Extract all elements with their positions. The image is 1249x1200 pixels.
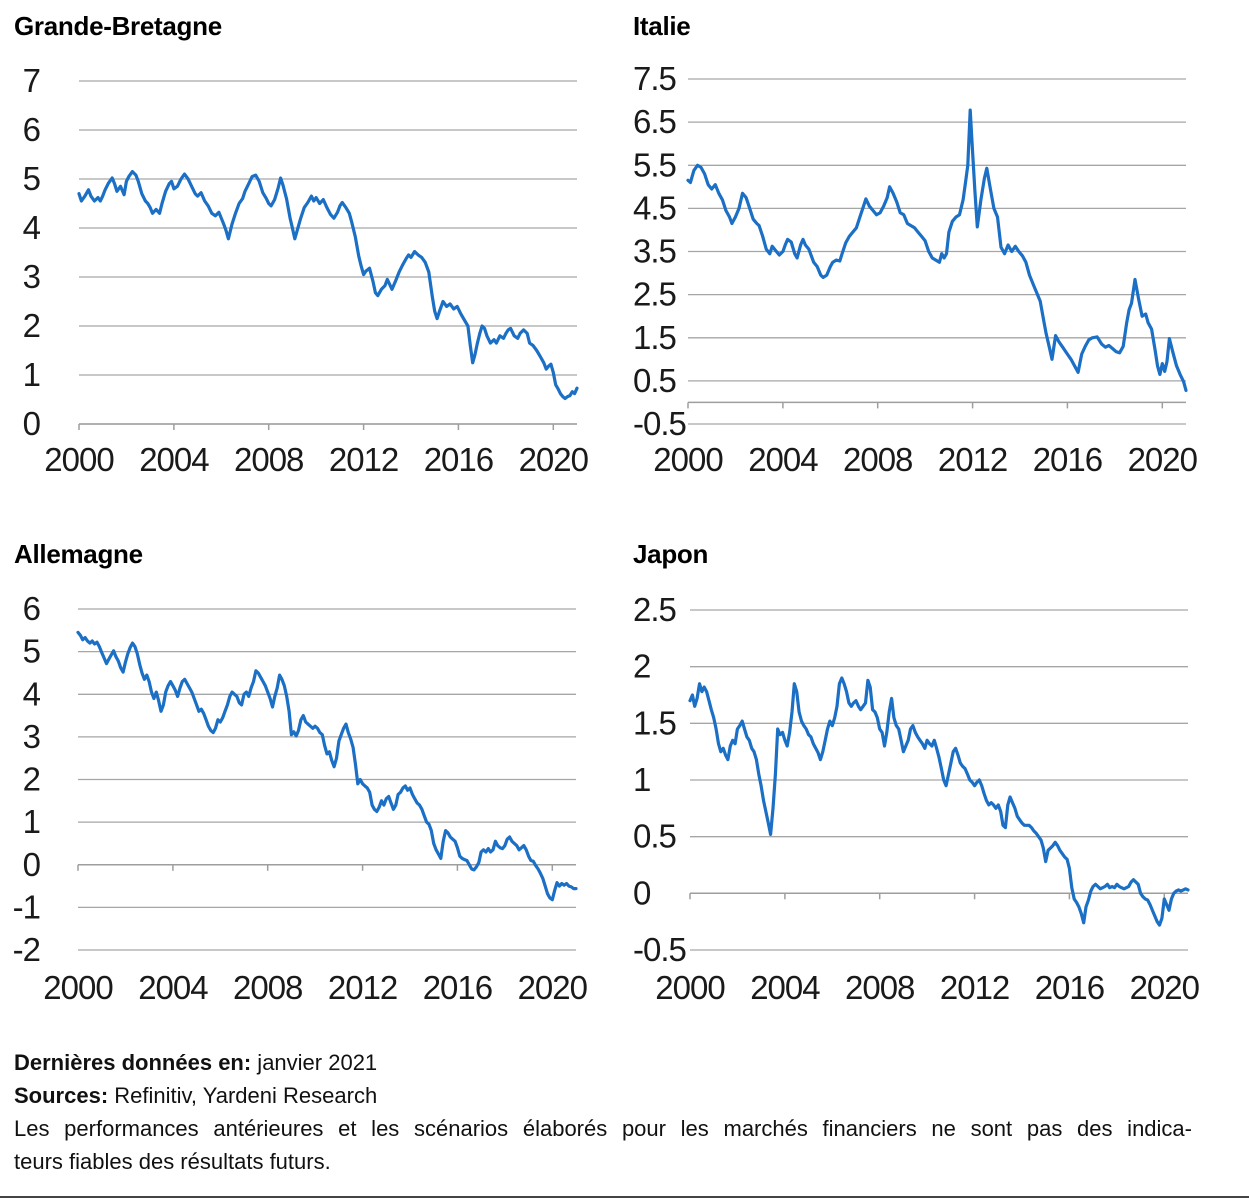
y-tick-label: 4.5 [633, 189, 676, 226]
y-tick-label: 0.5 [633, 818, 676, 855]
x-tick-label: 2004 [750, 969, 820, 1006]
last-data-line: Dernières données en: janvier 2021 [14, 1046, 1192, 1079]
series-line [76, 630, 578, 902]
series-line [77, 170, 579, 401]
y-tick-label: -0.5 [633, 405, 686, 442]
y-tick-label: 1 [633, 761, 650, 798]
y-tick-label: 5.5 [633, 146, 676, 183]
x-tick-label: 2000 [655, 969, 725, 1006]
disclaimer-line-1: Les performances antérieures et les scén… [14, 1116, 1192, 1141]
chart-title-japon: Japon [633, 539, 709, 569]
y-tick-label: -0.5 [633, 931, 686, 968]
footer: Dernières données en: janvier 2021 Sourc… [14, 1046, 1192, 1178]
x-tick-label: 2016 [1033, 441, 1102, 478]
x-tick-label: 2004 [138, 969, 208, 1006]
chart-title-italie: Italie [633, 11, 691, 41]
last-data-value: janvier 2021 [251, 1050, 378, 1075]
x-tick-label: 2016 [423, 969, 492, 1006]
x-tick-label: 2000 [653, 441, 723, 478]
y-tick-label: 0.5 [633, 362, 676, 399]
chart-allemagne: Allemagne -2 -1 0 1 2 3 4 5 6 2000 2004 2008 2012 201… [0, 525, 625, 1025]
sources-line: Sources: Refinitiv, Yardeni Research [14, 1079, 1192, 1112]
x-tick-label: 2020 [518, 969, 588, 1006]
chart-grande-bretagne: Grande-Bretagne 0 1 2 3 4 5 6 7 2000 2004 2008 2012… [0, 0, 625, 505]
y-tick-label: 5 [23, 160, 40, 197]
x-tick-label: 2008 [845, 969, 914, 1006]
chart-japon: Japon -0.5 0 0.5 1 1.5 2 2.5 2000 2004 2008 2012 20… [620, 525, 1249, 1025]
y-tick-label: 6 [23, 111, 40, 148]
chart-title-allemagne: Allemagne [14, 539, 143, 569]
bottom-rule [0, 1196, 1249, 1198]
disclaimer-line-2: teurs fiables des résultats futurs. [14, 1149, 331, 1174]
x-tick-label: 2012 [328, 969, 397, 1006]
japon-plot: -0.5 0 0.5 1 1.5 2 2.5 2000 2004 2008 2012 2016 2020 [633, 591, 1201, 1006]
y-tick-label: 0 [23, 846, 41, 883]
x-tick-label: 2004 [748, 441, 818, 478]
y-tick-label: 6 [23, 590, 40, 627]
x-tick-label: 2000 [43, 969, 113, 1006]
y-tick-label: 2 [23, 307, 40, 344]
x-tick-label: 2008 [233, 969, 302, 1006]
y-tick-label: 4 [23, 675, 41, 712]
grande-bretagne-plot: 0 1 2 3 4 5 6 7 2000 2004 2008 2012 2016 2020 [23, 62, 590, 478]
y-tick-label: 7 [23, 62, 40, 99]
y-tick-label: 2.5 [633, 591, 676, 628]
y-tick-label: 1.5 [633, 704, 676, 741]
y-tick-label: 2.5 [633, 276, 676, 313]
y-tick-label: 7.5 [633, 60, 676, 97]
x-tick-label: 2008 [843, 441, 912, 478]
last-data-label: Dernières données en: [14, 1050, 252, 1075]
series-line [688, 676, 1190, 927]
chart-italie: Italie -0.5 0.5 1.5 2.5 3.5 4.5 5.5 6.5 7.5 2000 2… [620, 0, 1249, 505]
y-tick-label: 2 [633, 648, 650, 685]
x-tick-label: 2012 [940, 969, 1009, 1006]
x-tick-label: 2000 [44, 441, 114, 478]
x-tick-label: 2004 [139, 441, 209, 478]
x-tick-label: 2020 [1128, 441, 1198, 478]
sources-label: Sources: [14, 1083, 109, 1108]
x-tick-label: 2016 [424, 441, 493, 478]
disclaimer: Les performances antérieures et les scén… [14, 1112, 1192, 1178]
y-tick-label: 3 [23, 258, 40, 295]
chart-title-grande-bretagne: Grande-Bretagne [14, 11, 222, 41]
x-tick-label: 2020 [519, 441, 589, 478]
y-tick-label: 4 [23, 209, 41, 246]
y-tick-label: 1 [23, 803, 40, 840]
italie-plot: -0.5 0.5 1.5 2.5 3.5 4.5 5.5 6.5 7.5 2000 2004 2008… [633, 60, 1199, 478]
y-tick-label: 3 [23, 718, 40, 755]
series-line [686, 108, 1188, 392]
y-tick-label: -1 [13, 888, 40, 925]
y-tick-label: 0 [23, 405, 41, 442]
x-tick-label: 2016 [1035, 969, 1104, 1006]
y-tick-label: -2 [13, 931, 40, 968]
x-tick-label: 2020 [1130, 969, 1200, 1006]
sources-value: Refinitiv, Yardeni Research [108, 1083, 378, 1108]
x-tick-label: 2008 [234, 441, 303, 478]
y-tick-label: 0 [633, 874, 651, 911]
x-tick-label: 2012 [329, 441, 398, 478]
y-tick-label: 3.5 [633, 233, 676, 270]
x-tick-label: 2012 [938, 441, 1007, 478]
y-tick-label: 1 [23, 356, 40, 393]
y-tick-label: 6.5 [633, 103, 676, 140]
y-tick-label: 1.5 [633, 319, 676, 356]
y-tick-label: 2 [23, 761, 40, 798]
y-tick-label: 5 [23, 633, 40, 670]
allemagne-plot: -2 -1 0 1 2 3 4 5 6 2000 2004 2008 2012 2016 2020 [13, 590, 589, 1006]
